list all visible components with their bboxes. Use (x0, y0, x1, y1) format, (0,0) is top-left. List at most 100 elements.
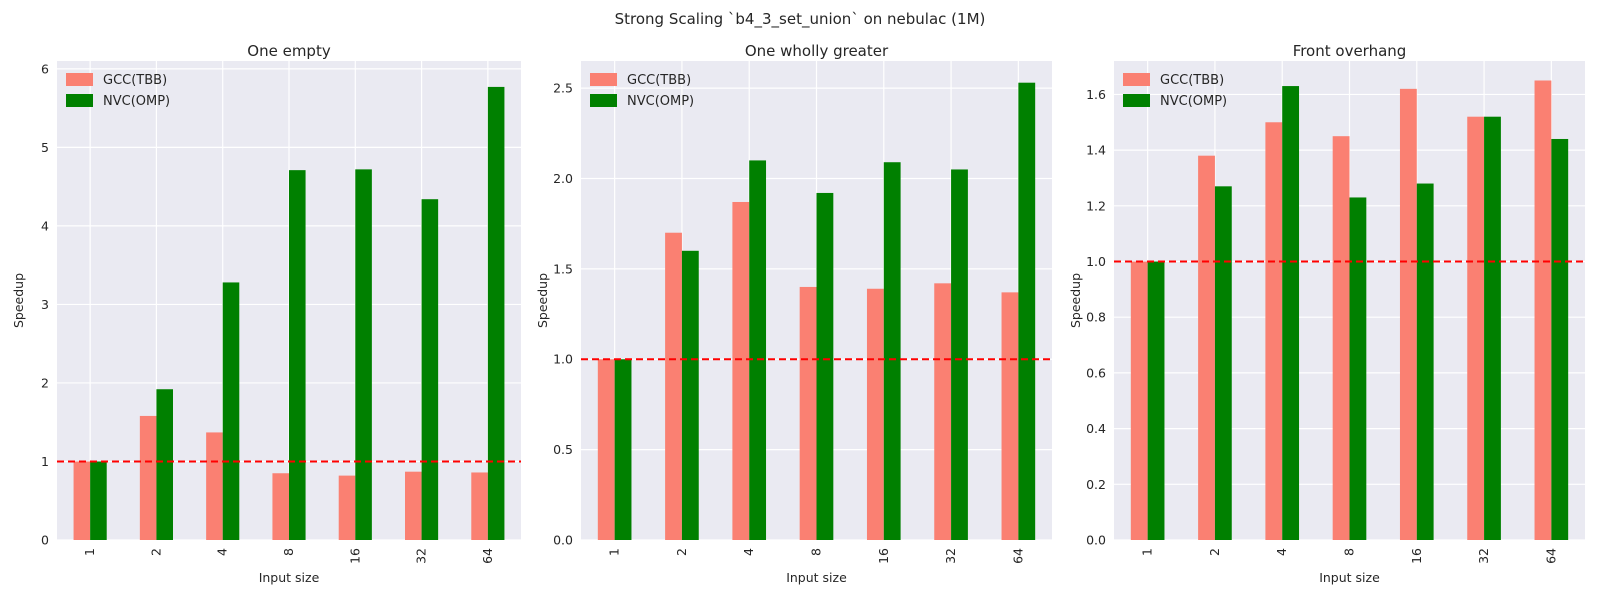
legend: GCC(TBB) NVC(OMP) (1123, 73, 1227, 109)
chart-title: Front overhang (1293, 42, 1407, 60)
x-tick-label: 1 (607, 548, 622, 556)
bar-nvc-omp (1349, 197, 1367, 541)
bar-nvc-omp (1147, 261, 1165, 540)
legend-swatch-gcc-tbb (590, 73, 617, 86)
y-axis-label: Speedup (11, 273, 26, 328)
x-tick-label: 4 (1274, 548, 1289, 556)
x-tick-label: 2 (148, 548, 163, 556)
legend-swatch-nvc-omp (590, 94, 617, 107)
x-tick-label: 64 (1010, 548, 1025, 564)
x-tick-label: 64 (1543, 548, 1558, 564)
bar-nvc-omp (222, 282, 240, 540)
x-tick-label: 1 (1140, 548, 1155, 556)
y-tick-label: 1 (41, 454, 49, 469)
x-tick-label: 4 (215, 548, 230, 556)
x-tick-label: 8 (1342, 548, 1357, 556)
x-tick-label: 8 (809, 548, 824, 556)
bar-gcc-tbb (73, 461, 91, 540)
legend: GCC(TBB) NVC(OMP) (66, 73, 170, 109)
legend-label: GCC(TBB) (1160, 73, 1224, 88)
chart-panel-3: 0.0 0.2 0.4 0.6 0.8 1.0 1.2 1.4 1.6 1 2 4 8 16 32 64 Inp… (1068, 42, 1585, 585)
x-axis-label: Input size (259, 570, 320, 585)
x-tick-label: 64 (480, 548, 495, 564)
chart-panel-2: 0.0 0.5 1.0 1.5 2.0 2.5 1 2 4 8 16 32 64 Input size Sp… (535, 42, 1052, 585)
bar-gcc-tbb (866, 288, 884, 540)
legend: GCC(TBB) NVC(OMP) (590, 73, 694, 109)
bar-nvc-omp (156, 389, 173, 540)
bar-nvc-omp (681, 250, 699, 540)
x-axis-label: Input size (1319, 570, 1380, 585)
bar-gcc-tbb (338, 475, 356, 540)
bar-gcc-tbb (1130, 261, 1148, 540)
y-tick-label: 0.5 (553, 442, 573, 457)
bar-gcc-tbb (1467, 116, 1485, 540)
bar-gcc-tbb (1534, 80, 1552, 540)
chart-title: One wholly greater (745, 42, 889, 60)
y-tick-label: 4 (41, 218, 49, 233)
bar-gcc-tbb (597, 359, 615, 540)
y-tick-label: 1.4 (1086, 143, 1106, 158)
x-tick-label: 8 (281, 548, 296, 556)
x-tick-label: 4 (741, 548, 756, 556)
bar-gcc-tbb (934, 283, 952, 540)
y-tick-label: 3 (41, 297, 49, 312)
figure-title: Strong Scaling `b4_3_set_union` on nebul… (615, 10, 986, 29)
legend-swatch-nvc-omp (1123, 94, 1150, 107)
bar-nvc-omp (883, 162, 901, 540)
bar-nvc-omp (355, 169, 372, 540)
x-tick-label: 16 (1409, 548, 1424, 564)
bar-nvc-omp (289, 170, 306, 541)
y-tick-label: 1.2 (1086, 198, 1106, 213)
y-axis-label: Speedup (1068, 273, 1083, 328)
y-tick-label: 2.0 (553, 171, 573, 186)
bar-nvc-omp (1018, 82, 1036, 541)
x-tick-label: 2 (1207, 548, 1222, 556)
y-tick-label: 5 (41, 140, 49, 155)
bar-gcc-tbb (1198, 155, 1215, 541)
legend-label: NVC(OMP) (1160, 94, 1227, 109)
y-tick-label: 1.0 (553, 352, 573, 367)
y-tick-label: 0.0 (1086, 533, 1106, 548)
bar-nvc-omp (951, 169, 968, 541)
x-tick-label: 32 (943, 548, 958, 564)
x-tick-label: 32 (1476, 548, 1491, 564)
bar-gcc-tbb (139, 415, 157, 540)
bar-gcc-tbb (1265, 122, 1283, 540)
y-tick-label: 0.6 (1086, 365, 1106, 380)
chart-panel-1: 0 1 2 3 4 5 6 1 2 4 8 16 32 64 Input size Speedup One em… (11, 42, 521, 585)
bar-gcc-tbb (1332, 136, 1350, 540)
bar-nvc-omp (1282, 86, 1300, 540)
bar-nvc-omp (1416, 183, 1434, 540)
legend-label: NVC(OMP) (103, 94, 170, 109)
bar-nvc-omp (749, 160, 767, 540)
bar-nvc-omp (614, 359, 632, 540)
bar-nvc-omp (1214, 186, 1232, 540)
bar-gcc-tbb (1399, 88, 1417, 540)
bar-gcc-tbb (272, 473, 289, 540)
y-tick-label: 1.0 (1086, 254, 1106, 269)
x-tick-label: 2 (674, 548, 689, 556)
y-tick-label: 0.2 (1086, 477, 1106, 492)
x-tick-label: 16 (347, 548, 362, 564)
bar-nvc-omp (487, 86, 505, 540)
legend-label: GCC(TBB) (103, 73, 167, 88)
legend-label: NVC(OMP) (627, 94, 694, 109)
x-tick-label: 1 (82, 548, 97, 556)
bar-nvc-omp (1551, 138, 1569, 540)
legend-label: GCC(TBB) (627, 73, 691, 88)
bar-nvc-omp (90, 461, 107, 540)
bar-nvc-omp (421, 199, 439, 540)
bar-gcc-tbb (471, 472, 488, 540)
legend-swatch-gcc-tbb (1123, 73, 1150, 86)
bar-gcc-tbb (405, 471, 422, 540)
x-tick-label: 32 (414, 548, 429, 564)
chart-title: One empty (247, 42, 331, 60)
bar-nvc-omp (1484, 116, 1501, 540)
y-tick-label: 0.4 (1086, 421, 1106, 436)
y-tick-label: 1.6 (1086, 87, 1106, 102)
y-tick-label: 6 (41, 61, 49, 76)
bar-gcc-tbb (665, 232, 682, 540)
bar-gcc-tbb (206, 432, 223, 540)
y-tick-label: 1.5 (553, 261, 573, 276)
